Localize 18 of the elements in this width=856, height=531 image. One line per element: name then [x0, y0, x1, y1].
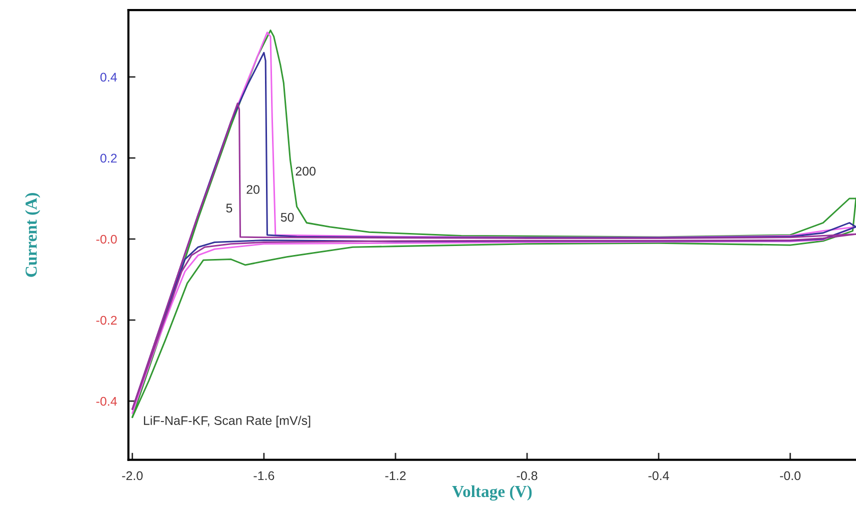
x-tick-label: -0.0 [780, 471, 800, 480]
x-tick-label: -0.4 [648, 471, 670, 480]
y-tick-label: -0.4 [96, 396, 117, 406]
annotation: LiF-NaF-KF, Scan Rate [mV/s] [144, 416, 310, 428]
x-tick-label: -1.2 [385, 471, 406, 480]
series-label: 50 [280, 212, 294, 222]
series-label: 20 [246, 185, 260, 194]
y-tick-label: -0.0 [96, 234, 117, 244]
y-tick-label: 0.2 [100, 154, 117, 163]
y-axis-title: Current (A) [25, 193, 40, 277]
y-tick-label: 0.4 [100, 72, 117, 82]
x-tick-label: -1.6 [254, 471, 274, 480]
series-label: 200 [296, 166, 316, 176]
y-tick-label: -0.2 [96, 316, 117, 325]
x-tick-label: -0.8 [516, 471, 538, 480]
x-tick-label: -2.0 [122, 471, 143, 480]
series-label: 5 [226, 204, 232, 213]
x-axis-title: Voltage (V) [452, 485, 532, 501]
